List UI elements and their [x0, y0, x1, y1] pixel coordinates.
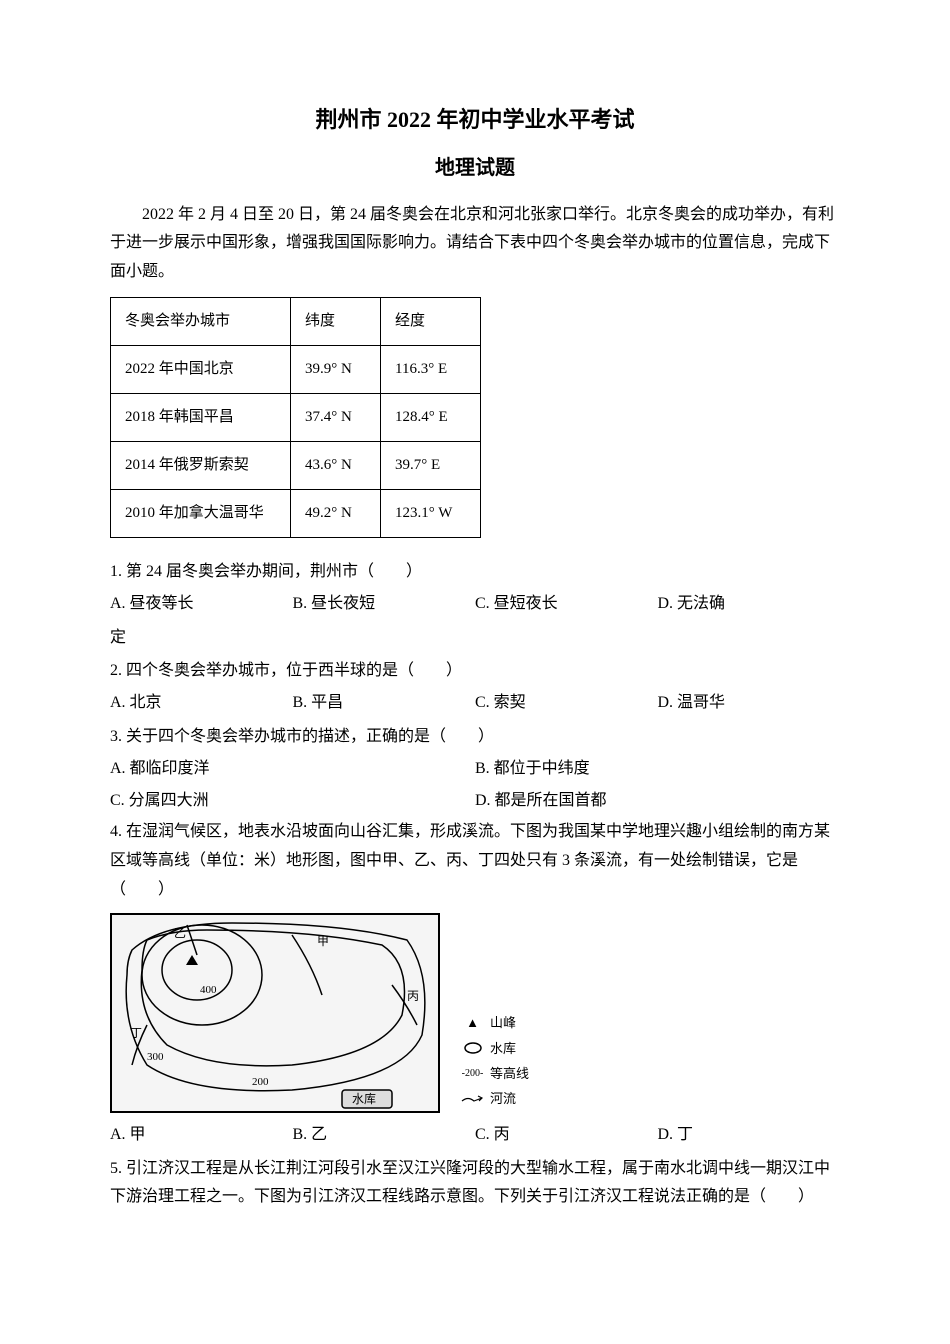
table-header-cell: 经度	[381, 297, 481, 345]
svg-text:300: 300	[147, 1051, 164, 1063]
svg-text:400: 400	[200, 984, 217, 996]
option-d: D. 丁	[658, 1121, 841, 1150]
intro-paragraph: 2022 年 2 月 4 日至 20 日，第 24 届冬奥会在北京和河北张家口举…	[110, 201, 840, 287]
option-d: D. 温哥华	[658, 689, 841, 718]
legend-peak: ▲ 山峰	[455, 1011, 529, 1034]
table-cell: 128.4° E	[381, 393, 481, 441]
question-1-options: A. 昼夜等长 B. 昼长夜短 C. 昼短夜长 D. 无法确	[110, 590, 840, 619]
legend-label: 河流	[490, 1087, 516, 1110]
peak-icon: ▲	[455, 1011, 490, 1034]
topo-svg: 400 300 200 甲 乙 丙 丁 水库	[112, 915, 442, 1115]
topographic-map: 400 300 200 甲 乙 丙 丁 水库	[110, 913, 440, 1113]
option-a: A. 甲	[110, 1121, 293, 1150]
question-2-options: A. 北京 B. 平昌 C. 索契 D. 温哥华	[110, 689, 840, 718]
table-cell: 2014 年俄罗斯索契	[111, 441, 291, 489]
option-c: C. 分属四大洲	[110, 787, 475, 816]
option-c: C. 昼短夜长	[475, 590, 658, 619]
option-d: D. 无法确	[658, 590, 841, 619]
legend-river: 河流	[455, 1087, 529, 1110]
table-cell: 123.1° W	[381, 489, 481, 537]
question-3-options-row1: A. 都临印度洋 B. 都位于中纬度	[110, 755, 840, 784]
svg-text:乙: 乙	[174, 926, 186, 940]
option-b: B. 都位于中纬度	[475, 755, 840, 784]
table-header-cell: 纬度	[291, 297, 381, 345]
contour-icon: -200-	[455, 1065, 490, 1083]
svg-text:水库: 水库	[352, 1091, 376, 1106]
legend-label: 水库	[490, 1037, 516, 1060]
map-legend: ▲ 山峰 水库 -200- 等高线 河流	[455, 1011, 529, 1113]
table-cell: 39.7° E	[381, 441, 481, 489]
table-cell: 2018 年韩国平昌	[111, 393, 291, 441]
table-cell: 2010 年加拿大温哥华	[111, 489, 291, 537]
option-a: A. 都临印度洋	[110, 755, 475, 784]
question-5: 5. 引江济汉工程是从长江荆江河段引水至汉江兴隆河段的大型输水工程，属于南水北调…	[110, 1155, 840, 1213]
table-row: 2010 年加拿大温哥华 49.2° N 123.1° W	[111, 489, 481, 537]
table-cell: 49.2° N	[291, 489, 381, 537]
svg-text:丙: 丙	[407, 989, 419, 1003]
reservoir-icon	[455, 1042, 490, 1054]
question-2: 2. 四个冬奥会举办城市，位于西半球的是（ ）	[110, 657, 840, 686]
option-c: C. 索契	[475, 689, 658, 718]
option-c: C. 丙	[475, 1121, 658, 1150]
option-b: B. 平昌	[293, 689, 476, 718]
table-header-row: 冬奥会举办城市 纬度 经度	[111, 297, 481, 345]
option-a: A. 北京	[110, 689, 293, 718]
table-row: 2014 年俄罗斯索契 43.6° N 39.7° E	[111, 441, 481, 489]
option-b: B. 乙	[293, 1121, 476, 1150]
page-subtitle: 地理试题	[110, 150, 840, 186]
svg-text:丁: 丁	[130, 1026, 142, 1040]
legend-label: 山峰	[490, 1011, 516, 1034]
table-cell: 2022 年中国北京	[111, 345, 291, 393]
table-header-cell: 冬奥会举办城市	[111, 297, 291, 345]
legend-label: 等高线	[490, 1062, 529, 1085]
table-cell: 116.3° E	[381, 345, 481, 393]
option-a: A. 昼夜等长	[110, 590, 293, 619]
svg-text:200: 200	[252, 1076, 269, 1088]
question-4-options: A. 甲 B. 乙 C. 丙 D. 丁	[110, 1121, 840, 1150]
legend-contour: -200- 等高线	[455, 1062, 529, 1085]
svg-text:甲: 甲	[317, 934, 329, 948]
cities-table: 冬奥会举办城市 纬度 经度 2022 年中国北京 39.9° N 116.3° …	[110, 297, 481, 538]
option-d-continuation: 定	[110, 624, 840, 653]
question-4: 4. 在湿润气候区，地表水沿坡面向山谷汇集，形成溪流。下图为我国某中学地理兴趣小…	[110, 818, 840, 904]
question-3: 3. 关于四个冬奥会举办城市的描述，正确的是（ ）	[110, 723, 840, 752]
question-1: 1. 第 24 届冬奥会举办期间，荆州市（ ）	[110, 558, 840, 587]
table-cell: 43.6° N	[291, 441, 381, 489]
page-title: 荆州市 2022 年初中学业水平考试	[110, 100, 840, 140]
option-b: B. 昼长夜短	[293, 590, 476, 619]
river-icon	[455, 1094, 490, 1104]
topographic-figure: 400 300 200 甲 乙 丙 丁 水库 ▲ 山峰 水库 -200- 等高线	[110, 913, 840, 1113]
option-d: D. 都是所在国首都	[475, 787, 840, 816]
legend-reservoir: 水库	[455, 1037, 529, 1060]
table-row: 2018 年韩国平昌 37.4° N 128.4° E	[111, 393, 481, 441]
table-cell: 39.9° N	[291, 345, 381, 393]
table-row: 2022 年中国北京 39.9° N 116.3° E	[111, 345, 481, 393]
table-cell: 37.4° N	[291, 393, 381, 441]
question-3-options-row2: C. 分属四大洲 D. 都是所在国首都	[110, 787, 840, 816]
